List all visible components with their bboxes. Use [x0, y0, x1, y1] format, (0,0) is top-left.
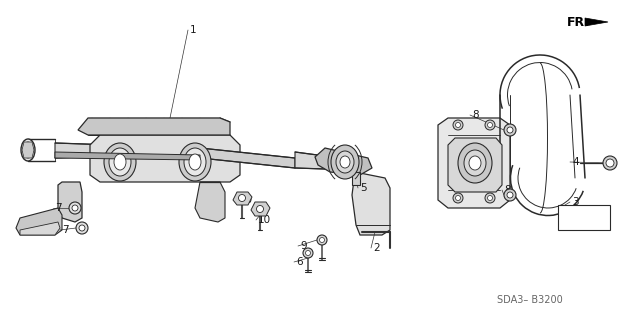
Circle shape — [603, 156, 617, 170]
Circle shape — [453, 193, 463, 203]
Polygon shape — [55, 143, 200, 158]
Circle shape — [507, 127, 513, 133]
Ellipse shape — [189, 154, 201, 170]
Text: SDA3– B3200: SDA3– B3200 — [497, 295, 563, 305]
Circle shape — [504, 124, 516, 136]
Ellipse shape — [469, 156, 481, 170]
Circle shape — [257, 205, 264, 212]
Circle shape — [606, 159, 614, 167]
Circle shape — [72, 205, 78, 211]
Text: 4: 4 — [572, 157, 579, 167]
Text: 5: 5 — [360, 183, 367, 193]
Polygon shape — [78, 118, 230, 135]
Circle shape — [303, 248, 313, 258]
Text: 8: 8 — [472, 110, 479, 120]
Circle shape — [317, 235, 327, 245]
Ellipse shape — [331, 145, 359, 179]
Polygon shape — [195, 182, 225, 222]
Ellipse shape — [21, 139, 35, 161]
Text: 10: 10 — [258, 215, 271, 225]
Polygon shape — [200, 148, 295, 168]
Text: 6: 6 — [296, 257, 303, 267]
Circle shape — [453, 120, 463, 130]
Polygon shape — [55, 152, 200, 160]
Text: 9: 9 — [300, 241, 307, 251]
Polygon shape — [315, 148, 372, 175]
Polygon shape — [251, 202, 270, 216]
Polygon shape — [558, 205, 610, 230]
Text: 3: 3 — [572, 197, 579, 207]
Circle shape — [76, 222, 88, 234]
Circle shape — [485, 120, 495, 130]
Polygon shape — [22, 142, 34, 158]
Circle shape — [319, 238, 324, 242]
Circle shape — [488, 122, 493, 128]
Text: 10: 10 — [240, 195, 253, 205]
Polygon shape — [20, 222, 60, 235]
Circle shape — [485, 193, 495, 203]
Circle shape — [507, 192, 513, 198]
Ellipse shape — [340, 156, 350, 168]
Circle shape — [488, 196, 493, 201]
Polygon shape — [58, 182, 82, 222]
Circle shape — [504, 189, 516, 201]
Circle shape — [239, 195, 246, 202]
Ellipse shape — [464, 150, 486, 176]
Polygon shape — [352, 172, 360, 185]
Text: FR.: FR. — [567, 16, 590, 28]
Text: 7: 7 — [55, 203, 61, 213]
Text: 1: 1 — [190, 25, 196, 35]
Circle shape — [69, 202, 81, 214]
Circle shape — [79, 225, 85, 231]
Ellipse shape — [179, 143, 211, 181]
Polygon shape — [16, 208, 62, 235]
Polygon shape — [438, 118, 510, 208]
Ellipse shape — [104, 143, 136, 181]
Circle shape — [456, 196, 461, 201]
Polygon shape — [352, 172, 390, 235]
Ellipse shape — [458, 143, 492, 183]
Ellipse shape — [109, 148, 131, 176]
Polygon shape — [585, 18, 608, 26]
Ellipse shape — [114, 154, 126, 170]
Polygon shape — [233, 192, 252, 205]
Text: 2: 2 — [373, 243, 380, 253]
Polygon shape — [295, 152, 355, 170]
Polygon shape — [448, 138, 502, 192]
Text: 7: 7 — [62, 225, 68, 235]
Text: 8: 8 — [504, 185, 511, 195]
Ellipse shape — [184, 148, 206, 176]
Circle shape — [456, 122, 461, 128]
Circle shape — [305, 250, 310, 256]
Polygon shape — [90, 135, 240, 182]
Ellipse shape — [23, 142, 33, 158]
Ellipse shape — [336, 151, 354, 173]
